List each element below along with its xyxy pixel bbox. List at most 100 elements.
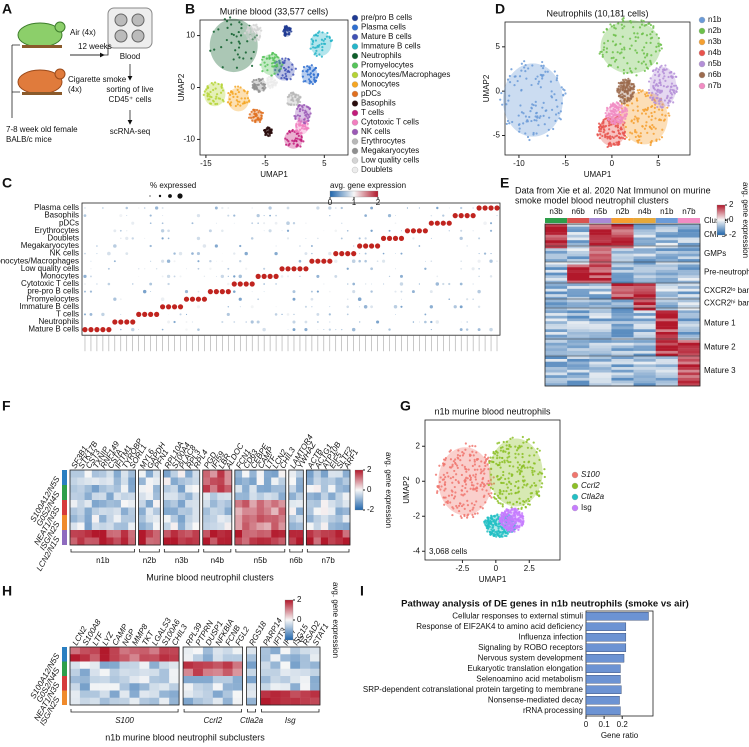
legend-label: n2b (708, 26, 722, 35)
cell-point (523, 66, 526, 69)
dot (88, 327, 94, 333)
cell-point (315, 76, 318, 79)
cell-point (317, 72, 320, 76)
cell-point (237, 40, 240, 43)
legend-swatch (351, 43, 359, 50)
cell-point (532, 441, 535, 444)
heatmap-cell (677, 345, 701, 349)
dot (399, 282, 404, 286)
heatmap-cell (77, 470, 85, 478)
dot (263, 230, 265, 232)
heatmap-cell (99, 683, 110, 691)
heatmap-cell (149, 676, 160, 684)
cell-point (243, 100, 246, 103)
legend-swatch (698, 38, 706, 46)
cell-point (528, 503, 531, 506)
dot (83, 313, 86, 316)
cell-point (537, 82, 540, 85)
heatmap-cell (232, 690, 243, 698)
cell-point (264, 86, 267, 89)
cell-point (622, 56, 625, 59)
heatmap-cell (589, 278, 612, 281)
heatmap-cell (139, 676, 150, 684)
heatmap-cell (677, 326, 701, 330)
heatmap-cell (567, 318, 590, 322)
heatmap-cell (169, 697, 180, 706)
heatmap-cell (106, 522, 114, 531)
heatmap-cell (212, 647, 223, 655)
heatmap-cell (545, 253, 568, 257)
heatmap-cell (278, 470, 286, 478)
heatmap-cell (242, 537, 250, 546)
cell-point (505, 122, 508, 126)
cell-point (306, 68, 309, 71)
cell-point (622, 17, 625, 20)
dot (143, 207, 146, 209)
dot (329, 321, 331, 323)
heatmap-cell (611, 251, 634, 254)
x-axis-label: n1b murine blood neutrophil subclusters (105, 732, 265, 742)
cluster-bar (545, 218, 568, 223)
heatmap-cell (79, 647, 91, 655)
cell-point (521, 435, 524, 439)
cell-point (303, 118, 306, 121)
dot (418, 283, 420, 285)
dot (299, 275, 301, 278)
dot (191, 222, 194, 225)
heatmap-cell (249, 507, 257, 516)
x-axis-label: UMAP1 (260, 170, 288, 179)
heatmap-cell (119, 647, 130, 655)
dot (281, 313, 283, 316)
heatmap-cell (589, 364, 612, 368)
dot (214, 206, 218, 210)
category-label: Nonsense-mediated decay (488, 695, 583, 704)
cell-point (258, 120, 262, 124)
cell-point (230, 32, 233, 36)
cell-point (226, 101, 230, 104)
dot (346, 267, 349, 270)
row-color (62, 647, 67, 662)
cell-point (554, 119, 557, 123)
cell-point (291, 96, 294, 99)
dot (460, 321, 462, 323)
dot (227, 282, 230, 286)
heatmap-cell (611, 350, 634, 354)
cell-point (476, 512, 479, 515)
dot (304, 320, 308, 324)
heatmap-cell (263, 492, 272, 501)
dot (404, 228, 411, 234)
heatmap-cell (310, 683, 321, 691)
cell-point (288, 28, 291, 32)
heatmap-cell (655, 377, 679, 381)
cell-point (228, 98, 231, 101)
cell-point (459, 515, 462, 518)
heatmap-cell (589, 340, 612, 343)
heatmap-cell (589, 356, 612, 360)
heatmap-cell (271, 537, 279, 546)
heatmap-cell (655, 240, 679, 244)
cell-point (286, 102, 289, 105)
dot (196, 305, 201, 309)
cell-point (649, 143, 652, 147)
cell-point (229, 16, 232, 19)
heatmap-cell (677, 356, 701, 360)
cell-point (524, 70, 527, 73)
dot (329, 306, 331, 308)
dot (161, 222, 164, 225)
cell-point (299, 95, 302, 98)
dot (452, 213, 458, 219)
cell-point (518, 75, 522, 78)
heatmap-cell (545, 348, 568, 352)
heatmap-cell (222, 690, 233, 698)
dot (471, 267, 475, 271)
heatmap-cell (545, 234, 568, 238)
colorbar-title: avg. gene expression (741, 182, 749, 258)
cluster (283, 26, 292, 37)
heatmap-cell (677, 369, 701, 373)
dot (488, 205, 494, 211)
dot (263, 267, 266, 270)
category-label: SRP-dependent cotranslational protein ta… (363, 685, 584, 694)
dot (388, 275, 391, 278)
heatmap-cell (120, 530, 129, 538)
heatmap-cell (611, 272, 634, 276)
